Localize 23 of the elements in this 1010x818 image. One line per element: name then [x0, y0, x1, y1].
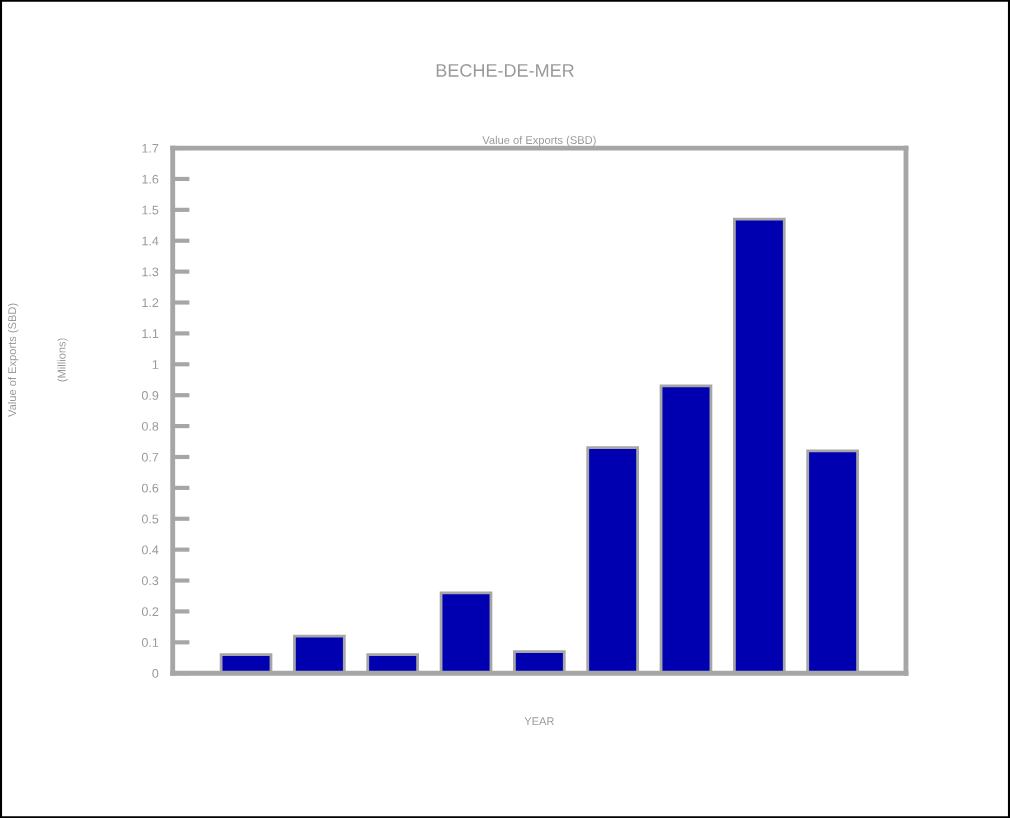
y-tick-label: 1.3: [142, 267, 159, 277]
y-tick-label: 0.1: [141, 638, 159, 647]
y-tick-label: 1.6: [142, 174, 159, 184]
y-tick-label: 1.4: [142, 236, 159, 246]
y-tick-label: 1.7: [142, 143, 159, 153]
y-tick-label: 1: [152, 360, 159, 369]
y-tick-label: 1.2: [142, 298, 159, 308]
x-axis-title: YEAR: [524, 717, 554, 726]
y-tick-label: 0.5: [141, 514, 159, 524]
chart-title: BECHE-DE-MER: [436, 64, 574, 77]
y-tick-label: 0.4: [141, 545, 159, 555]
y-tick-label: 0.7: [141, 452, 159, 462]
y-tick-label: 0.9: [141, 390, 159, 400]
y-tick-label: 1.1: [142, 329, 159, 338]
y-tick-label: 0.2: [141, 607, 159, 617]
y-tick-label: 0.6: [141, 483, 159, 493]
y-tick-label: 1.5: [142, 205, 159, 215]
y-tick-label: 0: [152, 669, 159, 678]
text: Value of Exports (SBD): [7, 303, 19, 417]
chart-subtitle: Value of Exports (SBD): [482, 135, 596, 147]
text: (Millions): [57, 338, 68, 382]
y-tick-label: 0.8: [141, 421, 159, 431]
y-tick-label: 0.3: [141, 576, 159, 586]
